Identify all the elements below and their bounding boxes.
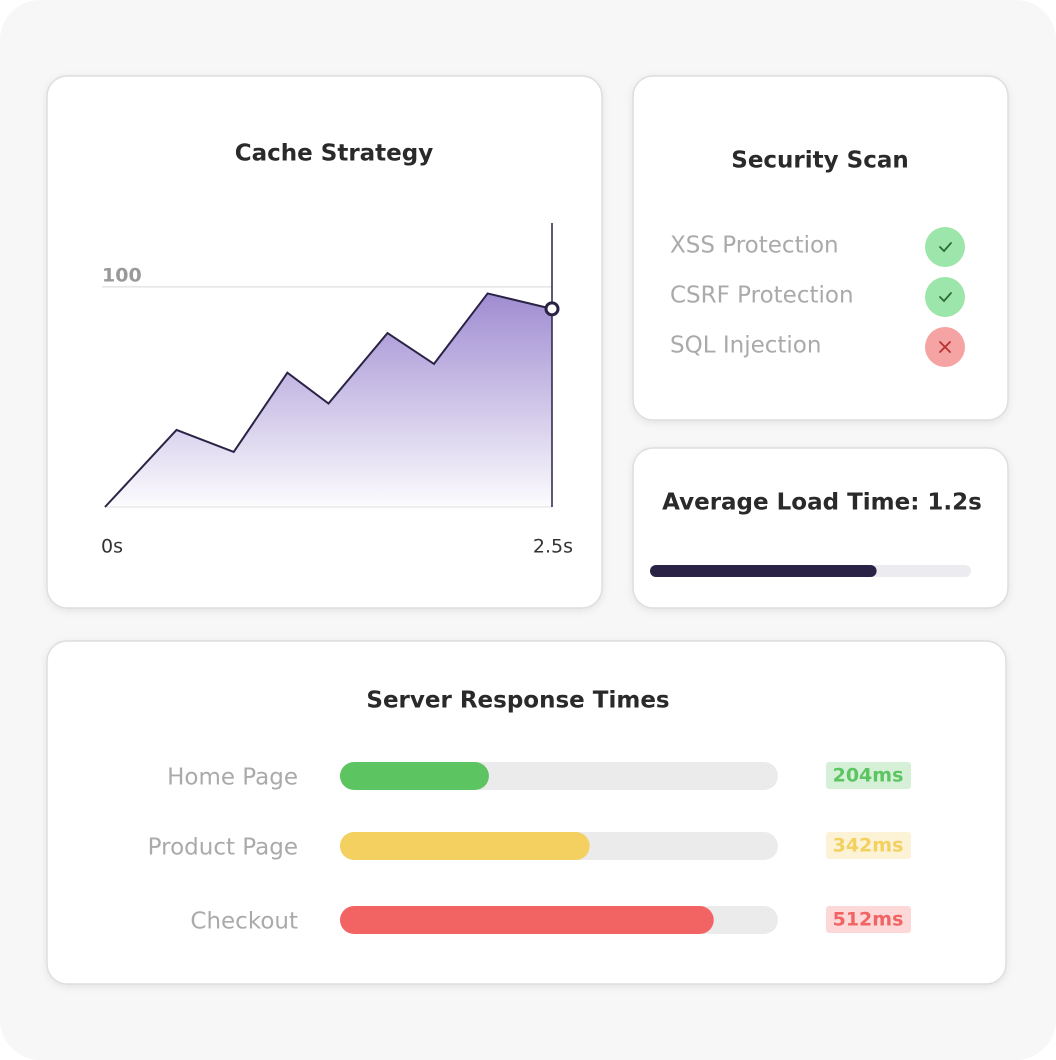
check-label: CSRF Protection bbox=[670, 283, 854, 309]
card-title: Cache Strategy bbox=[235, 141, 434, 167]
value-label: 204ms bbox=[833, 765, 904, 787]
server-card bbox=[46, 640, 1007, 985]
check-mark bbox=[939, 242, 952, 253]
card-title: Average Load Time: 1.2s bbox=[662, 490, 982, 516]
bar bbox=[340, 762, 489, 790]
security-card bbox=[632, 75, 1009, 421]
category-label: Product Page bbox=[148, 835, 298, 861]
check-label: SQL Injection bbox=[670, 333, 821, 359]
x-tick-label: 2.5s bbox=[533, 536, 573, 558]
bar bbox=[340, 832, 590, 860]
check-mark bbox=[939, 292, 952, 303]
end-point bbox=[544, 301, 560, 317]
card-title: Server Response Times bbox=[366, 688, 669, 714]
status-icon bbox=[925, 227, 965, 267]
value-badge bbox=[826, 762, 911, 789]
y-tick-label: 100 bbox=[102, 264, 142, 286]
value-badge bbox=[826, 906, 911, 933]
line bbox=[104, 292, 553, 508]
status-icon bbox=[925, 277, 965, 317]
bar bbox=[340, 906, 714, 934]
value-label: 342ms bbox=[833, 835, 904, 857]
area bbox=[105, 293, 552, 507]
category-label: Home Page bbox=[167, 765, 298, 791]
card-title: Security Scan bbox=[731, 148, 909, 174]
load-card bbox=[632, 447, 1009, 609]
x-tick-label: 0s bbox=[101, 536, 123, 558]
cross-mark bbox=[939, 341, 951, 353]
value-label: 512ms bbox=[833, 909, 904, 931]
progress-fill bbox=[650, 565, 877, 577]
check-label: XSS Protection bbox=[670, 233, 839, 259]
category-label: Checkout bbox=[190, 909, 298, 935]
value-badge bbox=[826, 832, 911, 859]
